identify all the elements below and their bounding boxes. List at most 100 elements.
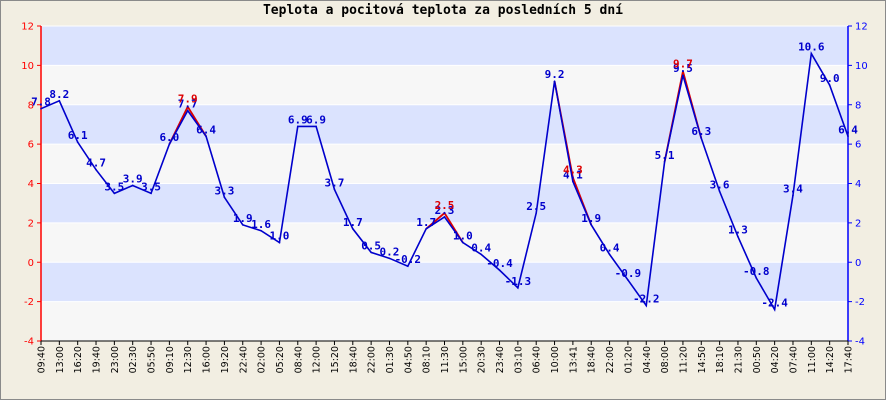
- x-tick-label: 10:00: [550, 346, 561, 373]
- temperature-data-label: 6.9: [306, 113, 326, 126]
- temperature-point: [828, 84, 831, 86]
- y-tick-label-left: 8: [28, 100, 34, 111]
- y-tick-label-right: 0: [855, 258, 861, 269]
- temperature-data-label: 4.7: [86, 157, 106, 170]
- temperature-data-label: 3.3: [214, 184, 234, 197]
- x-tick-label: 15:20: [330, 346, 341, 373]
- temperature-point: [663, 161, 666, 163]
- temperature-data-label: 3.5: [141, 180, 161, 193]
- temperature-point: [480, 253, 482, 256]
- x-tick-label: 08:00: [660, 346, 671, 373]
- x-tick-label: 06:40: [532, 346, 543, 373]
- temperature-point: [718, 190, 721, 193]
- temperature-point: [315, 125, 317, 128]
- x-tick-label: 19:20: [220, 346, 231, 373]
- temperature-data-label: 2.3: [435, 204, 455, 217]
- temperature-data-label: 0.4: [600, 241, 620, 254]
- x-tick-label: 14:20: [825, 346, 836, 373]
- temperature-data-label: 1.6: [251, 218, 271, 231]
- x-tick-label: 04:50: [403, 346, 414, 373]
- temperature-point: [682, 74, 684, 77]
- temperature-data-label: 1.9: [581, 212, 601, 225]
- x-tick-label: 20:30: [477, 346, 488, 373]
- x-tick-label: 17:40: [844, 346, 855, 373]
- temperature-data-label: 1.9: [233, 212, 253, 225]
- temperature-point: [553, 80, 556, 82]
- temperature-data-label: 6.1: [68, 129, 88, 142]
- temperature-point: [572, 180, 574, 183]
- temperature-point: [76, 141, 79, 143]
- x-tick-label: 12:00: [312, 346, 323, 373]
- x-tick-label: 16:20: [73, 346, 84, 373]
- x-tick-label: 09:40: [37, 346, 48, 373]
- temperature-point: [296, 125, 299, 128]
- temperature-point: [443, 216, 446, 218]
- y-tick-label-right: 4: [855, 179, 861, 190]
- x-tick-label: 23:00: [110, 346, 121, 373]
- temperature-point: [535, 212, 538, 214]
- x-tick-label: 05:20: [275, 346, 286, 373]
- grid-band: [41, 262, 848, 302]
- x-tick-label: 01:20: [623, 346, 634, 373]
- x-tick-label: 04:20: [770, 346, 781, 373]
- x-tick-label: 18:40: [587, 346, 598, 373]
- temperature-point: [150, 192, 152, 195]
- y-tick-label-left: 6: [28, 140, 34, 151]
- y-tick-label-left: 12: [21, 22, 34, 33]
- temperature-point: [755, 277, 758, 279]
- temperature-point: [517, 287, 519, 289]
- temperature-point: [113, 192, 116, 195]
- y-tick-label-left: 2: [28, 218, 34, 229]
- temperature-data-label: 3.4: [783, 182, 803, 195]
- x-tick-label: 07:40: [788, 346, 799, 373]
- x-tick-label: 02:30: [128, 346, 139, 373]
- x-tick-label: 18:10: [715, 346, 726, 373]
- temperature-data-label: 3.6: [710, 178, 730, 191]
- temperature-point: [847, 135, 849, 138]
- temperature-point: [131, 184, 134, 187]
- temperature-point: [608, 253, 611, 256]
- temperature-point: [407, 265, 409, 267]
- temperature-data-label: -1.3: [505, 275, 532, 288]
- temperature-data-label: 6.9: [288, 113, 308, 126]
- temperature-data-label: 1.7: [416, 216, 436, 229]
- temperature-point: [498, 269, 501, 271]
- x-tick-label: 02:00: [257, 346, 268, 373]
- temperature-data-label: -0.8: [743, 265, 770, 278]
- temperature-data-label: 9.2: [545, 68, 565, 81]
- x-tick-label: 11:30: [440, 346, 451, 373]
- temperature-point: [590, 224, 593, 226]
- temperature-data-label: -0.4: [486, 257, 513, 270]
- temperature-data-label: -0.2: [395, 253, 422, 266]
- temperature-data-label: 6.4: [838, 123, 858, 136]
- x-tick-label: 04:40: [642, 346, 653, 373]
- grid-band: [41, 26, 848, 66]
- grid-band: [41, 144, 848, 184]
- temperature-data-label: -0.9: [615, 267, 642, 280]
- y-tick-label-left: -2: [24, 297, 34, 308]
- x-tick-label: 12:30: [183, 346, 194, 373]
- temperature-point: [792, 194, 794, 197]
- x-tick-label: 13:41: [568, 346, 579, 373]
- x-tick-label: 11:20: [678, 346, 689, 373]
- temperature-data-label: 7.8: [31, 96, 51, 109]
- temperature-point: [737, 235, 739, 238]
- x-tick-label: 00:50: [752, 346, 763, 373]
- temperature-data-label: 6.0: [159, 131, 179, 144]
- grid-band: [41, 104, 848, 145]
- temperature-point: [700, 137, 703, 140]
- feels-like-data-label: 9.7: [673, 57, 693, 70]
- chart-title: Teplota a pocitová teplota za posledních…: [262, 3, 624, 18]
- temperature-point: [223, 196, 226, 199]
- temperature-point: [260, 229, 262, 232]
- temperature-point: [186, 109, 189, 112]
- y-tick-label-right: -2: [855, 297, 865, 308]
- x-tick-label: 14:50: [697, 346, 708, 373]
- temperature-data-label: 2.5: [526, 200, 546, 213]
- temperature-point: [810, 52, 813, 55]
- y-tick-label-right: 2: [855, 218, 861, 229]
- temperature-data-label: 9.0: [820, 72, 840, 85]
- temperature-data-label: 6.3: [691, 125, 711, 138]
- temperature-point: [627, 279, 629, 281]
